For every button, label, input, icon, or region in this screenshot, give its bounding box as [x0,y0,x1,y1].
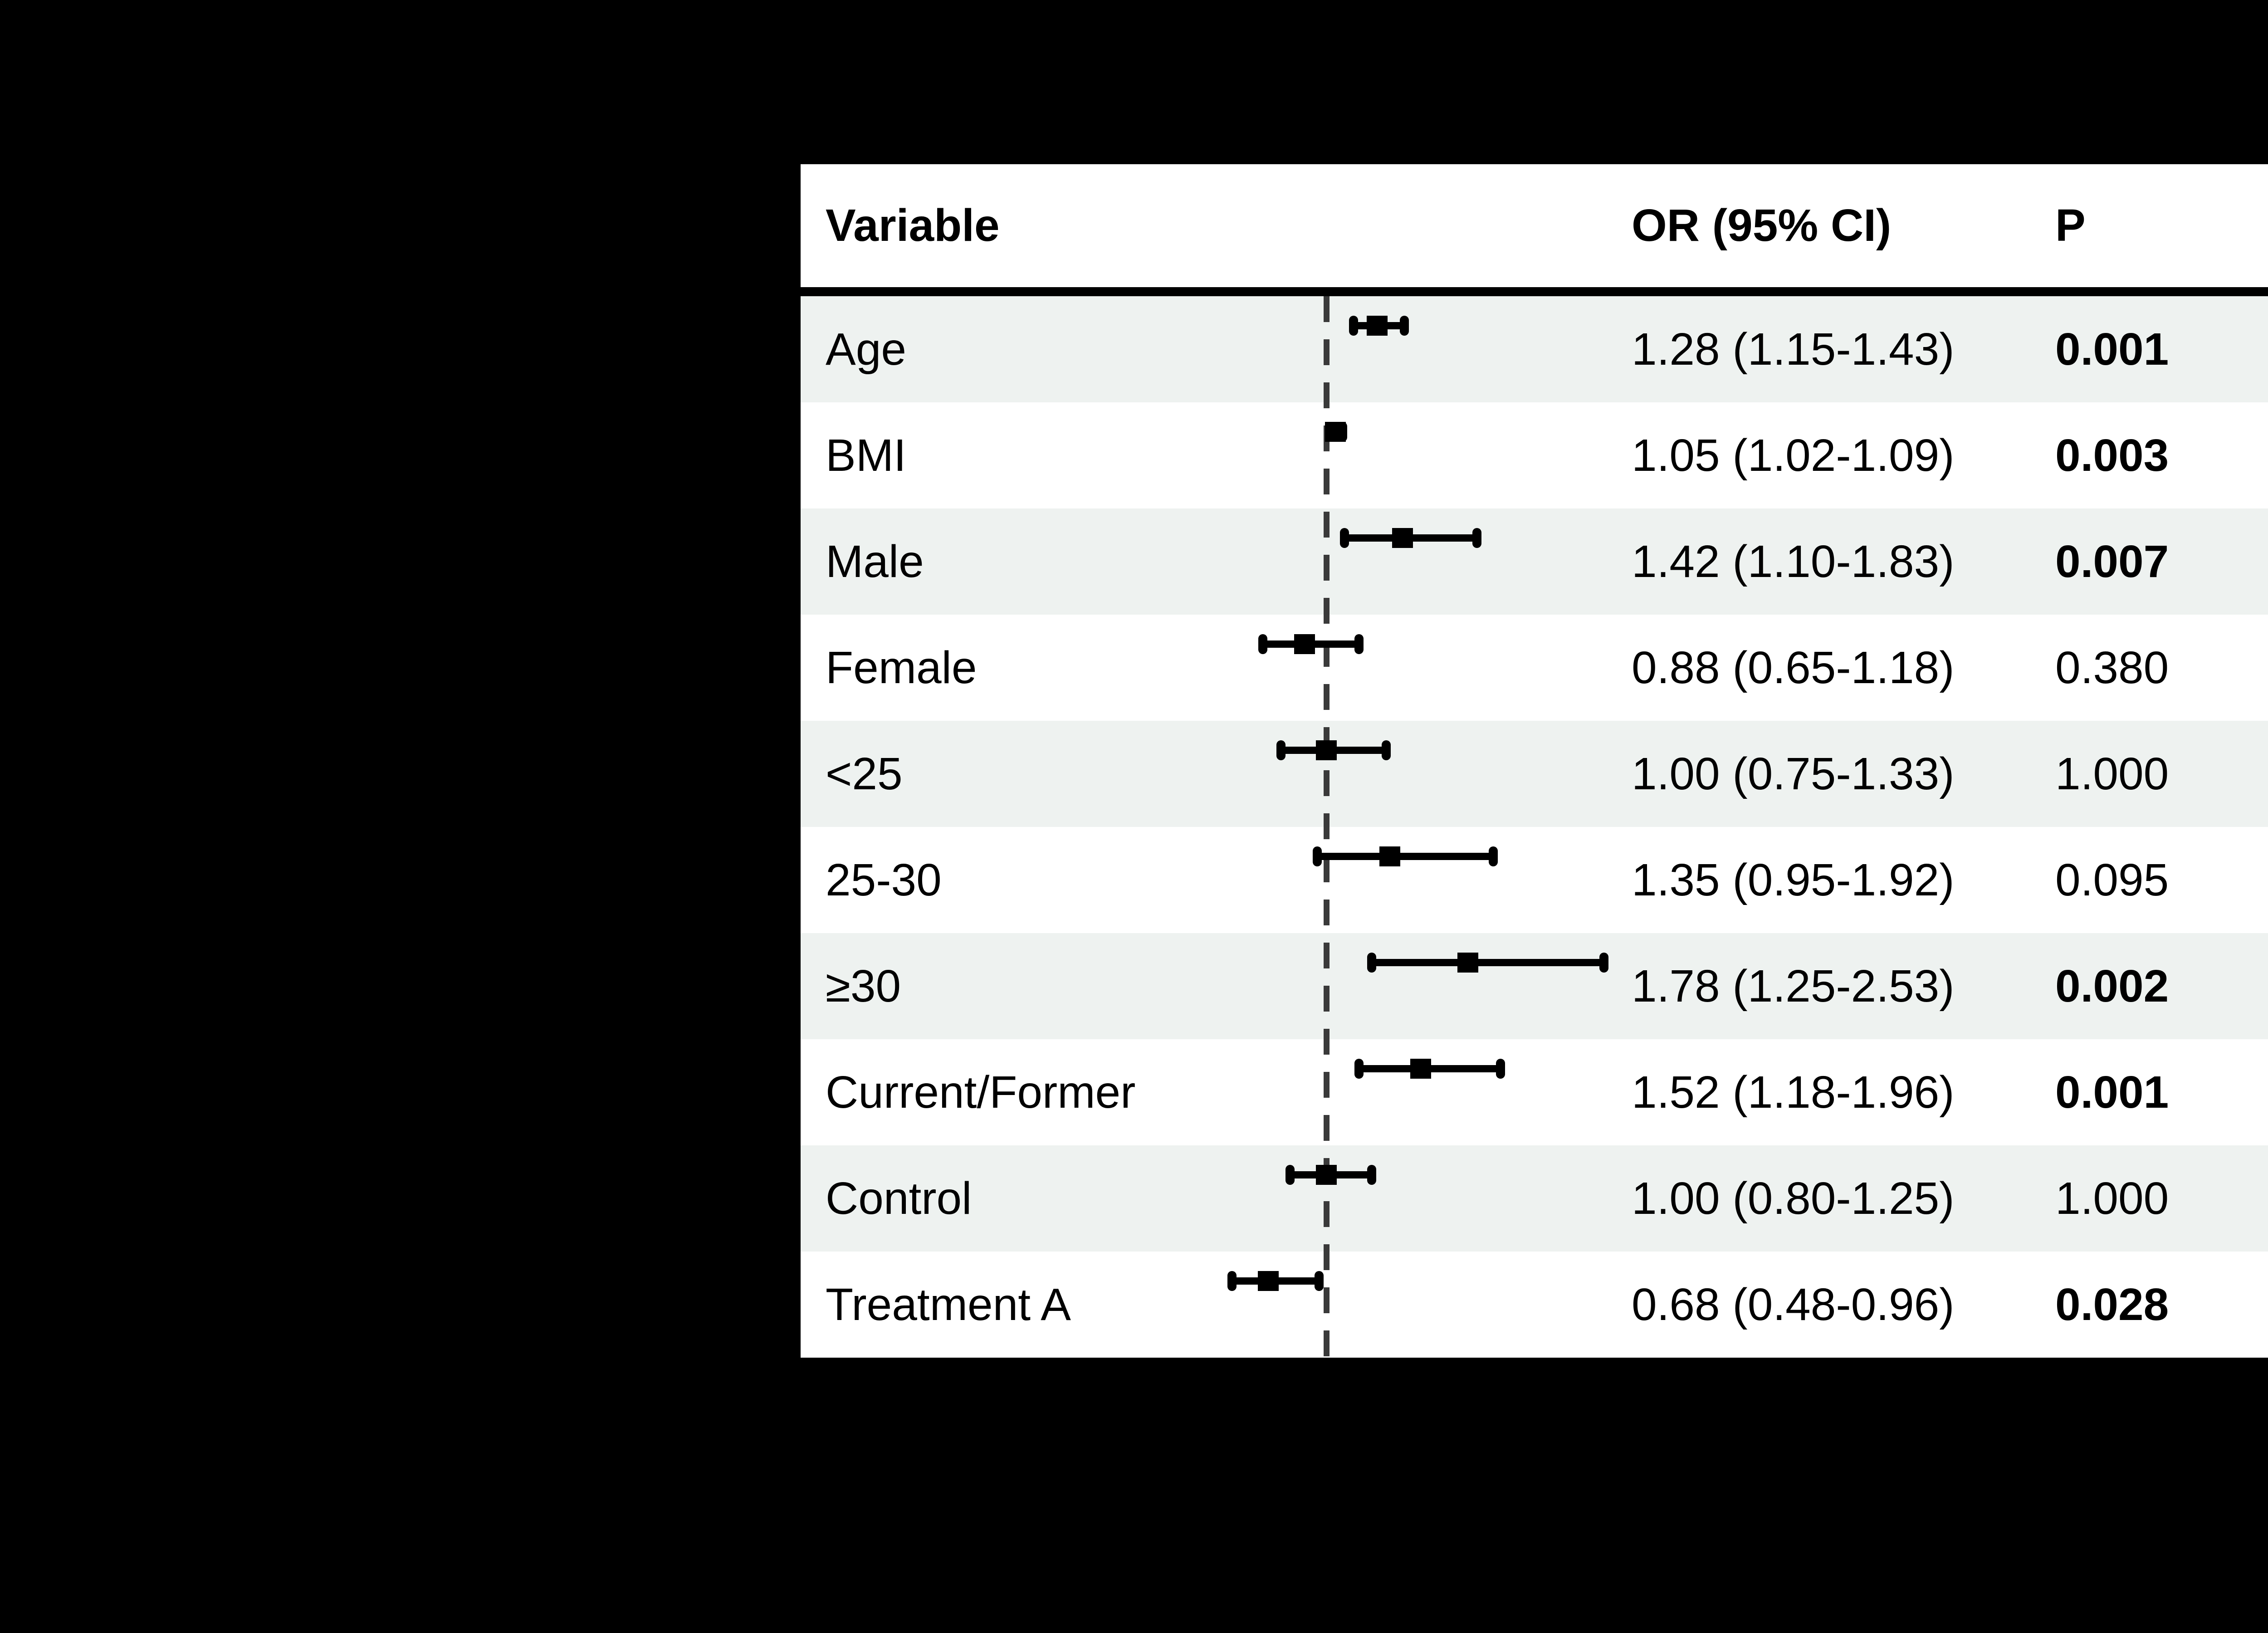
or-point-marker [1316,1165,1337,1185]
or-point-marker [1457,953,1478,973]
row-p-value: 0.001 [2055,324,2169,375]
forest-marker [801,615,2268,721]
table-row: Treatment A 0.68 (0.48-0.96) 0.028 285 [801,1252,2268,1358]
row-p-value: 0.007 [2055,536,2169,587]
row-label: Male [826,536,924,587]
reference-line-or-1 [1324,296,1330,1358]
row-label: Age [826,324,906,375]
or-point-marker [1316,740,1337,760]
row-p-value: 1.000 [2055,748,2169,799]
ci-cap-right [1472,528,1481,548]
header-separator-rule [801,287,2268,296]
ci-cap-right [1599,953,1608,973]
table-row: Control 1.00 (0.80-1.25) 1.000 280 [801,1145,2268,1252]
table-row: Age 1.28 (1.15-1.43) 0.001 850 [801,296,2268,402]
row-label: Female [826,642,977,693]
ci-whisker [1372,959,1604,966]
row-label: Treatment A [826,1279,1071,1330]
forest-marker [801,827,2268,933]
ci-whisker [1317,853,1493,860]
table-row: Male 1.42 (1.10-1.83) 0.007 425 [801,508,2268,615]
table-row: Current/Former 1.52 (1.18-1.96) 0.001 38… [801,1039,2268,1145]
or-point-marker [1325,422,1346,442]
forest-marker [801,508,2268,615]
row-or-ci: 1.05 (1.02-1.09) [1632,430,1955,481]
header-or-ci: OR (95% CI) [1632,200,1892,251]
row-p-value: 0.003 [2055,430,2169,481]
row-or-ci: 1.00 (0.80-1.25) [1632,1173,1955,1224]
row-or-ci: 1.28 (1.15-1.43) [1632,324,1955,375]
ci-cap-left [1367,953,1376,973]
row-p-value: 0.028 [2055,1279,2169,1330]
or-point-marker [1379,846,1400,866]
row-label: BMI [826,430,906,481]
row-or-ci: 0.68 (0.48-0.96) [1632,1279,1955,1330]
table-header: Variable OR (95% CI) P N [801,164,2268,287]
ci-cap-left [1258,634,1267,654]
or-point-marker [1410,1059,1431,1079]
row-or-ci: 1.78 (1.25-2.53) [1632,961,1955,1012]
row-p-value: 0.380 [2055,642,2169,693]
ci-cap-left [1354,1059,1364,1079]
table-row: 25-30 1.35 (0.95-1.92) 0.095 310 [801,827,2268,933]
row-p-value: 0.002 [2055,961,2169,1012]
header-variable: Variable [826,200,1000,251]
forest-marker [801,1252,2268,1358]
or-point-marker [1367,316,1388,336]
row-or-ci: 1.00 (0.75-1.33) [1632,748,1955,799]
ci-cap-right [1315,1271,1324,1291]
forest-marker [801,933,2268,1039]
table-row: ≥30 1.78 (1.25-2.53) 0.002 220 [801,933,2268,1039]
or-point-marker [1294,634,1315,654]
row-or-ci: 1.52 (1.18-1.96) [1632,1067,1955,1118]
forest-plot-table: Variable OR (95% CI) P N Age 1.28 (1.15-… [801,164,2268,1358]
row-label: Current/Former [826,1067,1136,1118]
table-row: Female 0.88 (0.65-1.18) 0.380 425 [801,615,2268,721]
ci-cap-right [1496,1059,1505,1079]
row-or-ci: 0.88 (0.65-1.18) [1632,642,1955,693]
ci-cap-right [1367,1165,1376,1185]
forest-marker [801,721,2268,827]
header-p: P [2055,200,2086,251]
ci-cap-right [1489,846,1498,866]
row-label: <25 [826,748,903,799]
row-or-ci: 1.35 (0.95-1.92) [1632,855,1955,905]
row-label: ≥30 [826,961,901,1012]
ci-cap-left [1276,740,1286,760]
ci-cap-left [1286,1165,1295,1185]
row-p-value: 0.095 [2055,855,2169,905]
ci-cap-right [1382,740,1391,760]
or-point-marker [1258,1271,1279,1291]
row-label: Control [826,1173,972,1224]
ci-cap-left [1227,1271,1237,1291]
forest-marker [801,402,2268,508]
forest-marker [801,1145,2268,1252]
or-point-marker [1392,528,1413,548]
forest-marker [801,296,2268,402]
ci-cap-right [1400,316,1409,336]
table-body: Age 1.28 (1.15-1.43) 0.001 850 BMI 1.05 … [801,296,2268,1358]
row-p-value: 0.001 [2055,1067,2169,1118]
ci-cap-left [1349,316,1358,336]
ci-cap-right [1354,634,1364,654]
ci-cap-left [1313,846,1322,866]
ci-cap-left [1340,528,1349,548]
table-row: BMI 1.05 (1.02-1.09) 0.003 850 [801,402,2268,508]
row-or-ci: 1.42 (1.10-1.83) [1632,536,1955,587]
forest-marker [801,1039,2268,1145]
table-row: <25 1.00 (0.75-1.33) 1.000 320 [801,721,2268,827]
row-p-value: 1.000 [2055,1173,2169,1224]
row-label: 25-30 [826,855,942,905]
